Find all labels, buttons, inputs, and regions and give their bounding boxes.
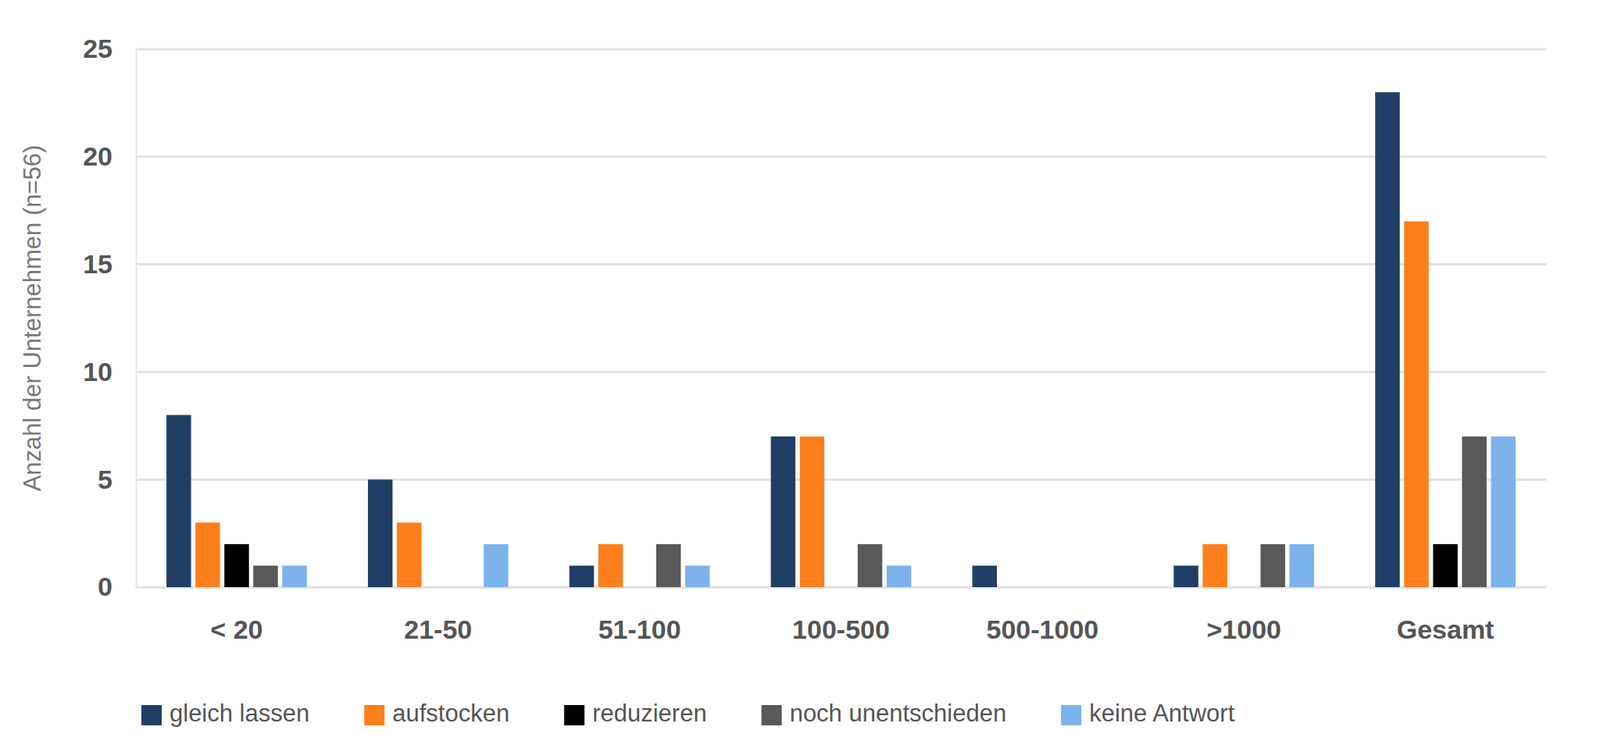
bar	[483, 544, 508, 588]
x-tick: 21-50	[403, 587, 472, 645]
x-tick-label: 21-50	[403, 614, 472, 645]
legend-swatch	[761, 705, 783, 726]
bar	[886, 565, 911, 588]
bar	[1088, 587, 1113, 589]
bar	[972, 565, 997, 588]
bar	[253, 565, 278, 588]
bar	[656, 544, 681, 588]
x-tick: >1000	[1206, 587, 1282, 645]
y-tick-label: 15	[82, 249, 113, 279]
bar	[1059, 587, 1084, 589]
grid-line	[135, 48, 1547, 51]
y-axis: 0 5 10 15 20 25	[82, 33, 136, 602]
legend-label: gleich lassen	[169, 700, 310, 728]
legend-swatch	[1060, 705, 1082, 726]
bars	[166, 92, 1516, 588]
x-tick-label: >1000	[1206, 614, 1282, 645]
legend-swatch	[364, 705, 385, 726]
legend-swatch	[141, 705, 162, 726]
bar-series	[195, 221, 1429, 588]
grid	[135, 49, 1547, 588]
bar	[1403, 221, 1429, 588]
x-tick-label: Gesamt	[1396, 614, 1495, 645]
y-tick-label: 5	[97, 464, 113, 495]
bar	[1231, 587, 1256, 589]
bar	[1202, 544, 1227, 588]
y-tick: 10	[82, 357, 136, 387]
x-tick: 100-500	[792, 587, 890, 645]
grid-line	[135, 371, 1547, 374]
plot: 0 5 10 15 20 25 < 20 21-50 51-100 100-500 500-1000…	[82, 33, 1547, 645]
grid-line	[135, 586, 1547, 590]
legend-label: keine Antwort	[1089, 700, 1235, 728]
y-tick: 20	[82, 141, 136, 172]
bar	[1432, 544, 1458, 588]
legend-item: aufstocken	[364, 700, 510, 728]
bar	[800, 436, 825, 588]
bar	[1030, 587, 1055, 589]
bar	[282, 565, 307, 588]
bar-series	[253, 436, 1487, 588]
bar	[598, 544, 623, 588]
x-axis: < 20 21-50 51-100 100-500 500-1000 >1000 Gesam…	[136, 587, 1547, 645]
x-tick-label: 51-100	[598, 614, 682, 645]
y-axis-line	[135, 50, 138, 589]
y-tick-label: 0	[97, 571, 113, 602]
bar	[569, 565, 594, 588]
legend-item: reduzieren	[564, 700, 707, 728]
x-tick: < 20	[210, 587, 263, 645]
bar	[1001, 587, 1026, 589]
x-tick-label: 500-1000	[986, 614, 1100, 645]
legend-label: reduzieren	[592, 700, 707, 728]
bar	[1375, 92, 1400, 588]
bar	[195, 522, 220, 588]
y-axis-title: Anzahl der Unternehmen (n=56)	[18, 145, 47, 493]
x-tick: 500-1000	[986, 587, 1100, 645]
x-axis-line	[136, 586, 1547, 590]
x-tick-label: < 20	[210, 614, 263, 645]
bar	[1461, 436, 1486, 588]
bar	[828, 587, 854, 589]
legend-swatch	[564, 705, 585, 726]
bar	[685, 565, 710, 588]
y-tick-label: 20	[82, 141, 113, 172]
legend-item: noch unentschieden	[761, 700, 1008, 728]
bar	[396, 522, 422, 588]
bar-series	[282, 436, 1516, 588]
legend: gleich lassen aufstocken reduzieren noch un…	[141, 700, 1236, 728]
grid-line	[135, 155, 1547, 158]
y-tick-label: 25	[82, 33, 113, 64]
legend-item: gleich lassen	[141, 700, 310, 728]
bar	[1173, 565, 1198, 588]
y-tick: 0	[97, 571, 136, 602]
bar	[627, 587, 652, 589]
legend-label: aufstocken	[392, 700, 510, 728]
y-tick-label: 10	[82, 357, 113, 387]
legend-label: noch unentschieden	[789, 700, 1008, 728]
bar	[1260, 544, 1286, 588]
bar	[425, 587, 450, 589]
bar-series	[224, 544, 1458, 588]
y-tick: 25	[82, 33, 136, 64]
bar-series	[166, 92, 1400, 588]
x-tick-label: 100-500	[792, 614, 890, 645]
x-tick: 51-100	[598, 587, 682, 645]
bar	[454, 587, 479, 589]
bar	[166, 415, 191, 588]
bar	[1490, 436, 1515, 588]
legend-item: keine Antwort	[1060, 700, 1235, 728]
bar	[857, 544, 883, 588]
bar	[367, 479, 393, 588]
chart: 0 5 10 15 20 25 < 20 21-50 51-100 100-500 500-1000…	[0, 0, 1600, 748]
x-tick: Gesamt	[1396, 587, 1495, 645]
y-tick: 5	[97, 464, 136, 495]
y-tick: 15	[82, 249, 136, 279]
bar	[224, 544, 249, 588]
bar	[1289, 544, 1315, 588]
bar	[771, 436, 796, 588]
grid-line	[135, 478, 1547, 482]
grid-line	[135, 263, 1547, 266]
